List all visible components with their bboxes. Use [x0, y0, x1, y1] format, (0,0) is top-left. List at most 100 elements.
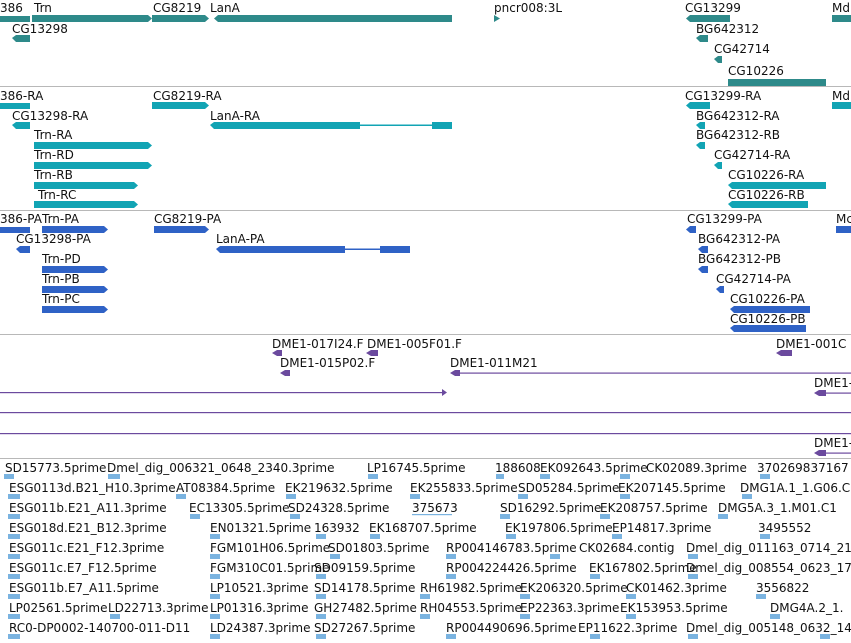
est-label: 163932 — [314, 521, 360, 535]
est-bar — [446, 634, 456, 639]
est-label: 3556822 — [756, 581, 810, 595]
est-label: Dmel_dig_005148_0632_14 — [686, 621, 851, 635]
protein-cg42714-pa-bar — [716, 286, 724, 293]
est-label: EK219632.5prime — [285, 481, 393, 495]
transcript-cg10226-ra-bar — [728, 182, 826, 189]
est-label: FGM310C01.5prime — [210, 561, 330, 575]
est-label: 3495552 — [758, 521, 812, 535]
est-label: 370269837167 — [757, 461, 849, 475]
est-bar — [108, 474, 120, 479]
genes-track-glyphs[interactable] — [0, 0, 851, 86]
est-bar — [612, 534, 622, 539]
est-bar — [688, 554, 698, 559]
gene-lana-bar — [214, 15, 452, 22]
est-bar — [210, 634, 220, 639]
est-bar — [410, 494, 420, 499]
protein-label: CG42714-PA — [716, 272, 791, 286]
clone-011m21-line — [460, 372, 851, 374]
protein-label: CG13299-PA — [687, 212, 762, 226]
transcript-bg642312-rb-bar — [696, 142, 705, 149]
transcript-lana-ra-bar — [210, 122, 360, 129]
clones-track-panel: DME1-017I24.F DME1-005F01.F DME1-001C DM… — [0, 335, 851, 458]
est-bar — [518, 494, 528, 499]
est-label: EK207145.5prime — [618, 481, 726, 495]
est-label: SD24328.5prime — [288, 501, 390, 515]
est-bar — [110, 614, 120, 619]
protein-label: Mc — [836, 212, 851, 226]
transcripts-track-glyphs[interactable] — [0, 87, 851, 210]
est-label: LD22713.3prime — [108, 601, 209, 615]
est-bar — [756, 594, 766, 599]
transcript-label: Trn-RD — [34, 148, 74, 162]
proteins-track-glyphs[interactable] — [0, 211, 851, 334]
gene-cg42714-bar — [714, 56, 722, 63]
est-label: Dmel_dig_011163_0714_21 — [686, 541, 851, 555]
est-label: EK206320.5prime — [520, 581, 628, 595]
est-bar — [8, 554, 20, 559]
est-bar — [760, 534, 770, 539]
est-label: EK168707.5prime — [369, 521, 477, 535]
est-label: LD24387.3prime — [210, 621, 311, 635]
est-bar — [316, 634, 326, 639]
clone-span-arrow — [442, 389, 447, 396]
est-label: DMG5A.3_1.M01.C1 — [718, 501, 837, 515]
est-label: LP16745.5prime — [367, 461, 466, 475]
transcript-md-bar — [832, 102, 851, 109]
transcript-label: CG13299-RA — [685, 89, 762, 103]
gene-trn-bar — [32, 15, 152, 22]
clone-dme1-bar-2 — [814, 450, 826, 456]
est-bar — [8, 574, 20, 579]
est-bar — [286, 494, 296, 499]
est-line — [412, 514, 452, 516]
est-bar — [210, 574, 220, 579]
est-bar — [8, 514, 20, 519]
transcript-cg13298-ra-bar — [12, 122, 30, 129]
est-label: CK02684.contig — [579, 541, 675, 555]
est-label: EK092643.5prime — [540, 461, 648, 475]
clone-001c-bar — [776, 350, 792, 356]
ests-track-glyphs[interactable] — [0, 459, 851, 643]
est-label: SD27267.5prime — [314, 621, 416, 635]
transcript-trn-rb-bar — [34, 182, 138, 189]
est-label: 188608 — [495, 461, 541, 475]
est-bar — [8, 634, 20, 639]
est-bar — [446, 554, 456, 559]
ests-track-panel: SD15773.5prime Dmel_dig_006321_0648_2340… — [0, 459, 851, 643]
gene-label: pncr008:3L — [494, 1, 563, 15]
transcript-label: CG10226-RA — [728, 168, 805, 182]
gene-pncr008-bar — [494, 15, 500, 22]
est-label: EK167802.5prime — [589, 561, 697, 575]
est-bar — [688, 574, 698, 579]
est-bar — [688, 634, 698, 639]
protein-label: LanA-PA — [216, 232, 265, 246]
protein-cg10226-pb-bar — [730, 325, 806, 332]
transcript-label: CG8219-RA — [153, 89, 222, 103]
clone-dme1-line-2 — [826, 452, 851, 454]
est-bar — [820, 634, 830, 639]
panel-divider[interactable] — [0, 458, 851, 459]
panel-divider[interactable] — [0, 86, 851, 87]
gene-cg10226-bar — [728, 79, 826, 86]
est-label: RP004490696.5prime — [446, 621, 577, 635]
panel-divider[interactable] — [0, 334, 851, 335]
protein-bg642312-pa-bar — [698, 246, 708, 253]
protein-386-pa-bar — [0, 227, 30, 233]
clone-label: DME1-017I24.F — [272, 337, 364, 351]
panel-divider[interactable] — [0, 210, 851, 211]
protein-label: Trn-PA — [42, 212, 79, 226]
protein-trn-pd-bar — [42, 266, 108, 273]
transcript-label: Trn-RA — [34, 128, 73, 142]
transcript-cg8219-ra-bar — [152, 102, 209, 109]
est-label: RP004146783.5prime — [446, 541, 577, 555]
transcript-cg10226-rb-bar — [728, 201, 808, 208]
transcript-label: CG13298-RA — [12, 109, 89, 123]
est-bar — [368, 474, 378, 479]
est-bar — [770, 614, 780, 619]
transcript-label: CG10226-RB — [728, 188, 805, 202]
gene-cg13299-bar — [686, 15, 730, 22]
clones-track-glyphs[interactable] — [0, 335, 851, 458]
clone-label: DME1-015P02.F — [280, 356, 376, 370]
est-bar — [496, 474, 504, 479]
est-label: ESG011b.E21_A11.3prime — [9, 501, 167, 515]
est-bar — [210, 594, 220, 599]
